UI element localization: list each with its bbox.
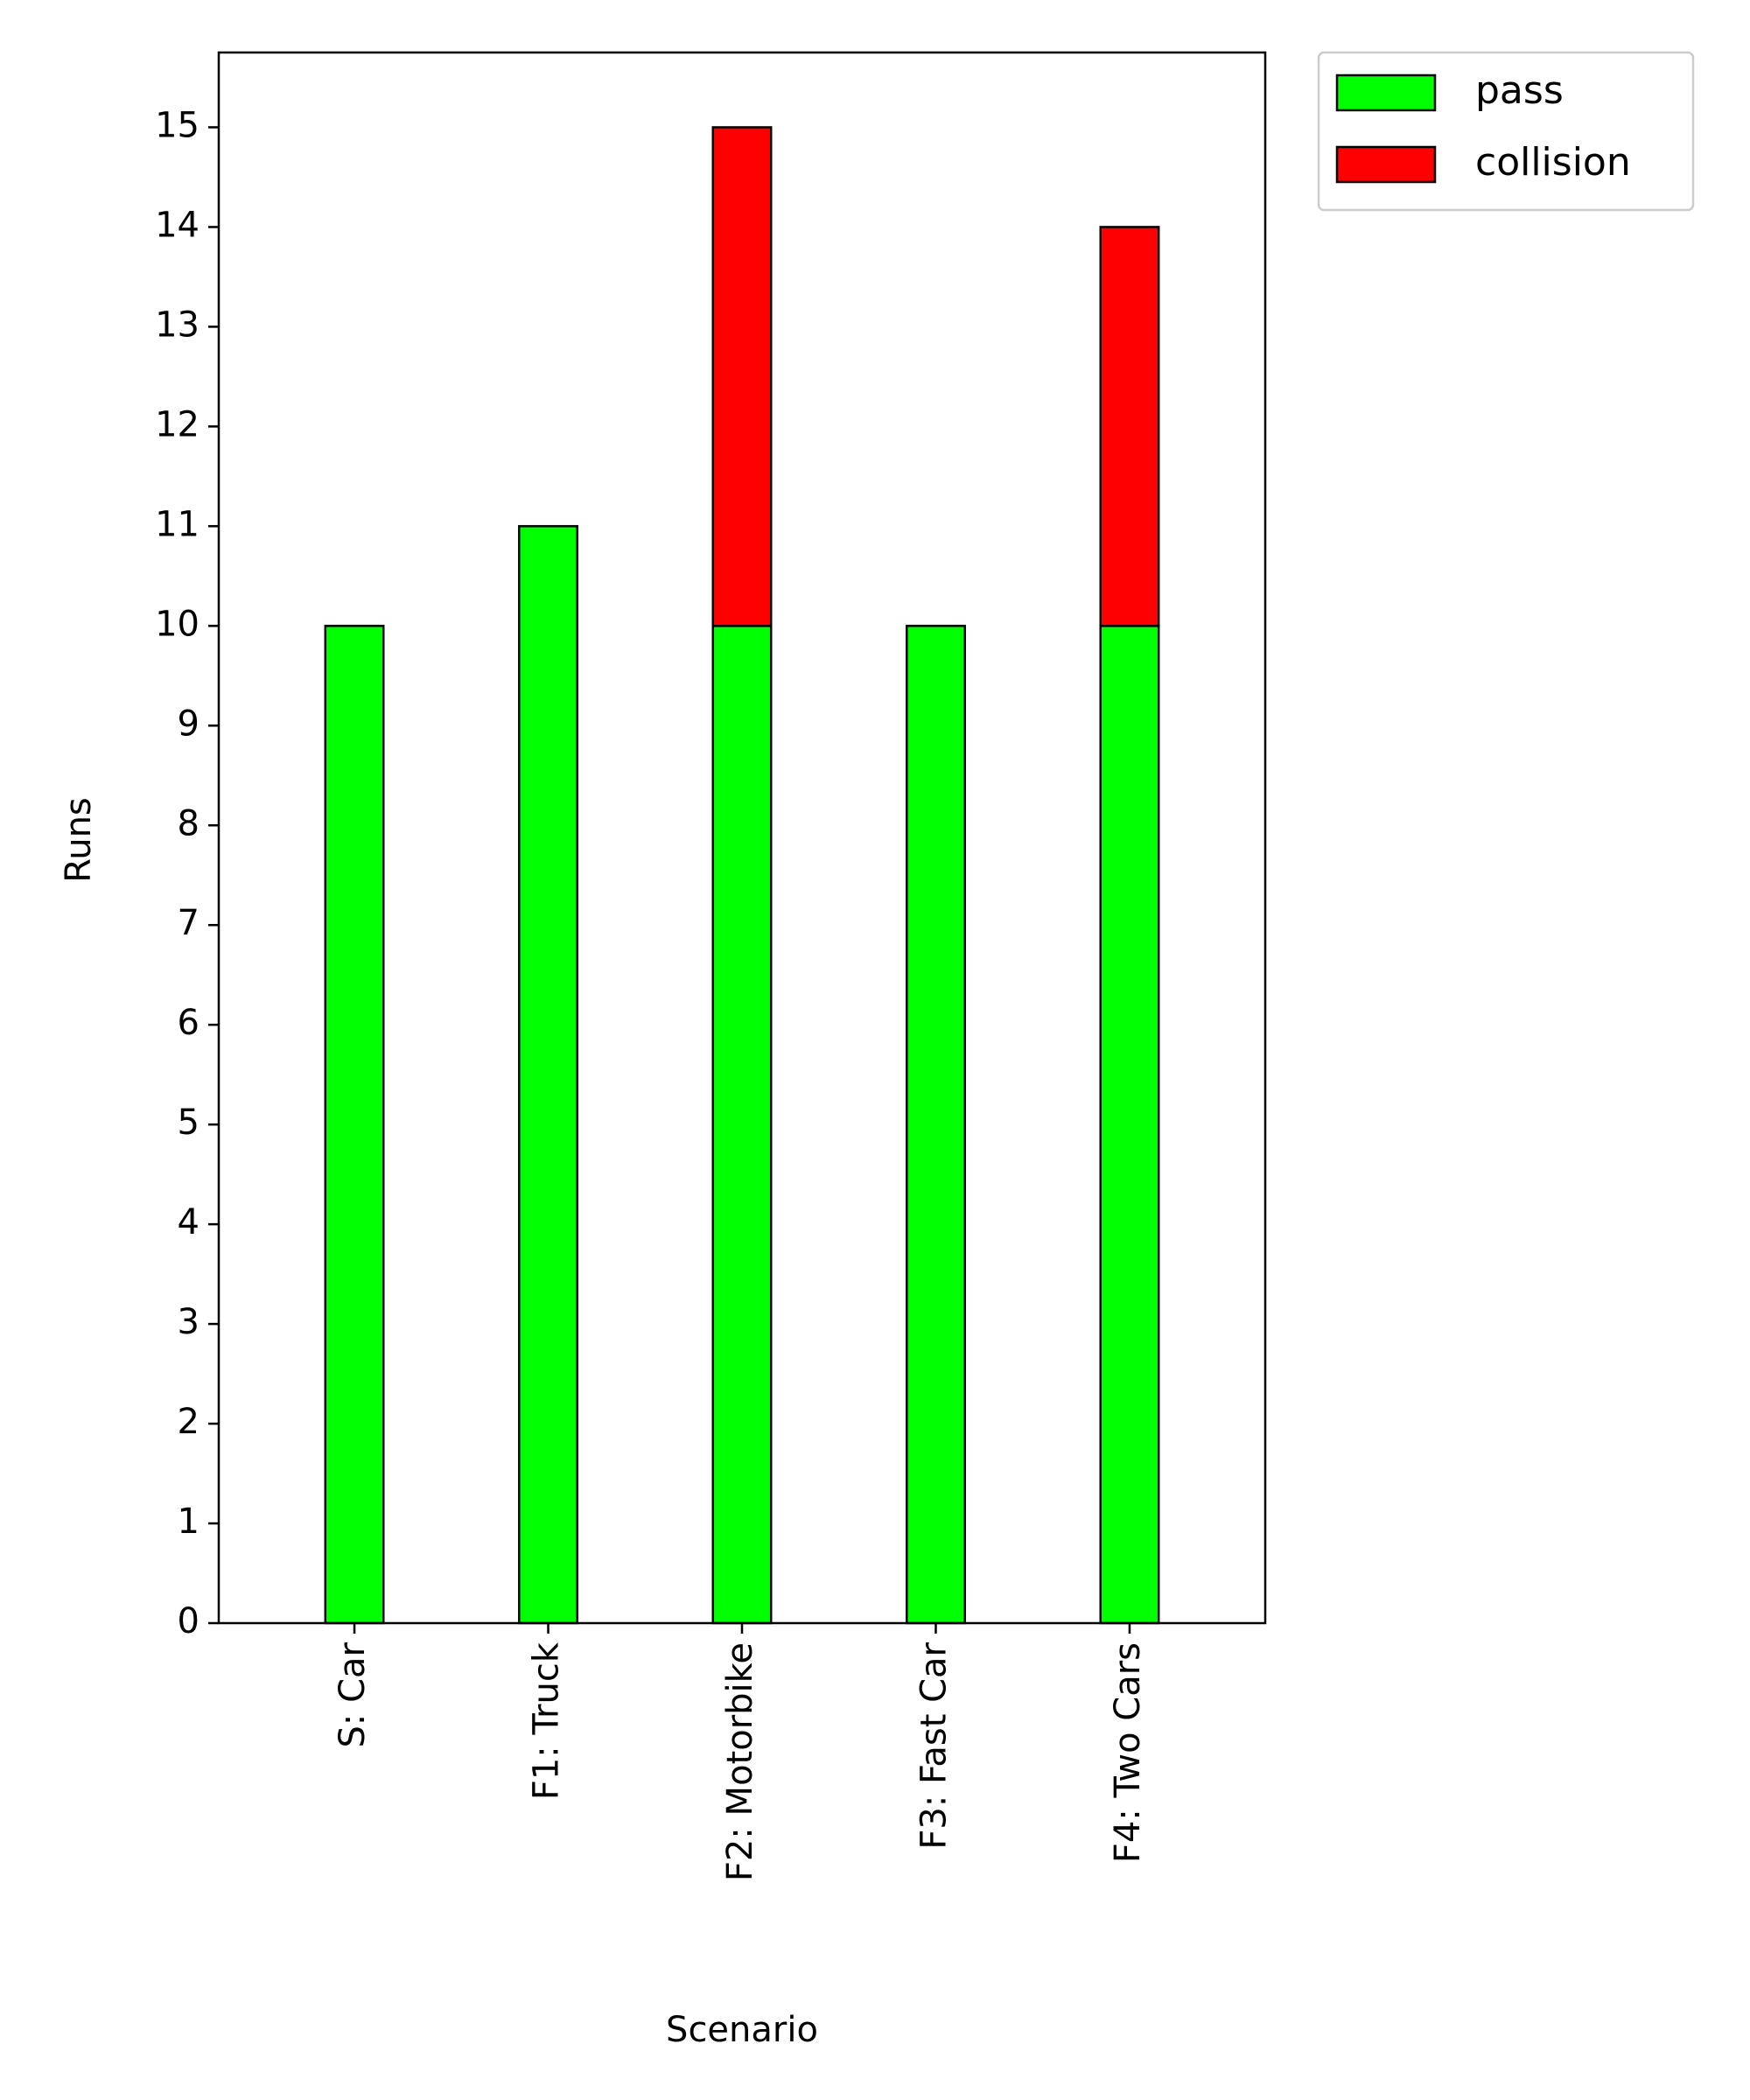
y-tick-label: 3 [178, 1302, 200, 1342]
bar-pass-4 [906, 625, 966, 1625]
y-tick-label: 15 [155, 105, 200, 145]
y-tick-label: 12 [155, 404, 200, 444]
legend: pass collision [1317, 51, 1695, 212]
bars-layer [324, 126, 1160, 1625]
y-tick-label: 8 [178, 803, 200, 844]
x-axis-label: Scenario [666, 2010, 818, 2050]
x-tick-label: S: Car [332, 1642, 373, 1747]
y-tick-label: 13 [155, 304, 200, 345]
y-tick-label: 0 [178, 1601, 200, 1642]
y-tick-label: 4 [178, 1202, 200, 1242]
y-tick-label: 9 [178, 704, 200, 744]
y-tick-label: 6 [178, 1003, 200, 1043]
x-tick-label: F1: Truck [527, 1642, 567, 1800]
x-tick-label: F4: Two Cars [1108, 1642, 1148, 1863]
bar-collision-3 [711, 126, 773, 627]
legend-swatch-collision [1335, 145, 1437, 184]
bar-pass-2 [518, 525, 578, 1625]
x-axis: S: Car F1: Truck F2: Motorbike F3: Fast Car… [332, 1623, 1148, 1881]
bar-pass-1 [324, 625, 385, 1625]
legend-label-pass: pass [1475, 68, 1564, 113]
bar-collision-5 [1099, 226, 1160, 627]
x-tick-label: F2: Motorbike [720, 1642, 760, 1881]
bar-pass-3 [711, 625, 773, 1625]
y-tick-label: 7 [178, 903, 200, 943]
y-axis-label: Runs [59, 797, 99, 883]
legend-label-collision: collision [1475, 140, 1631, 185]
y-tick-label: 10 [155, 604, 200, 644]
legend-swatch-pass [1335, 74, 1437, 112]
y-tick-label: 11 [155, 504, 200, 544]
y-tick-label: 1 [178, 1502, 200, 1542]
x-tick-label: F3: Fast Car [914, 1642, 954, 1849]
y-tick-label: 14 [155, 205, 200, 245]
y-tick-label: 5 [178, 1102, 200, 1143]
bar-pass-5 [1099, 625, 1160, 1625]
y-tick-label: 2 [178, 1402, 200, 1442]
plot-frame [217, 51, 1267, 1625]
